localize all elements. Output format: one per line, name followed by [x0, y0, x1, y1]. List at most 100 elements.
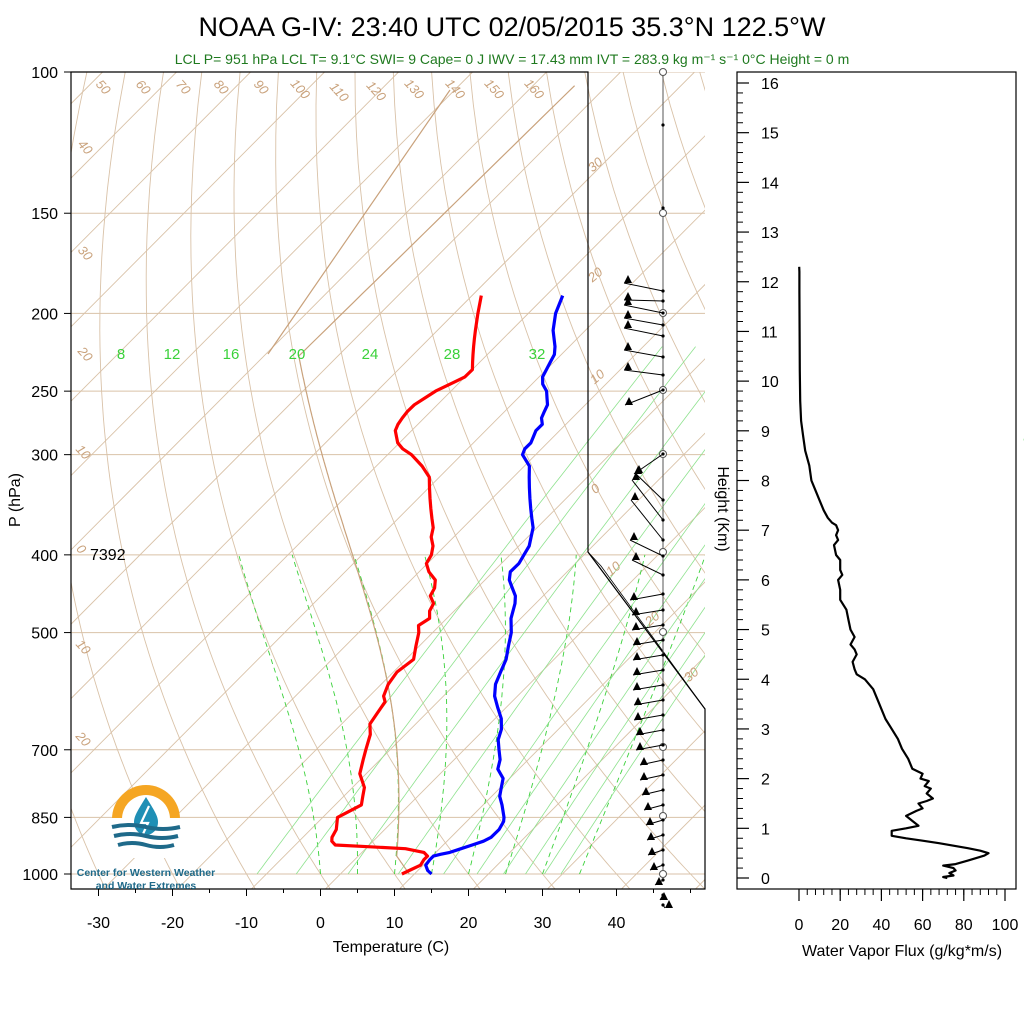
- flux-y-tick-label: 12: [761, 275, 779, 292]
- wind-barb-dot: [661, 728, 665, 732]
- mixing-ratio-line: [347, 391, 705, 875]
- wind-barb-flag: [632, 552, 640, 560]
- wind-barb-dot: [661, 299, 665, 303]
- isotherm-line: [694, 878, 705, 889]
- isotherm-label: 160: [522, 76, 548, 103]
- mixing-ratio-label: 28: [444, 346, 461, 363]
- wind-barb-dot: [661, 323, 665, 327]
- mixing-ratio-label: 32: [529, 346, 546, 363]
- wind-barb-dot: [661, 206, 665, 210]
- wind-barb-flag: [632, 622, 640, 630]
- flux-y-axis-label: Height (Km): [714, 466, 731, 551]
- isotherm-line: [71, 72, 547, 551]
- mixing-ratio-line: [476, 544, 705, 875]
- isotherm-label: 90: [251, 77, 272, 98]
- isotherm-line: [472, 655, 705, 889]
- flux-y-tick-label: 15: [761, 126, 779, 143]
- wind-barb: [634, 472, 664, 501]
- wind-barb-flag: [624, 297, 632, 305]
- right-isotherm-label: 10: [587, 366, 608, 387]
- mixing-ratio-line: [397, 449, 705, 875]
- dry-adiabat-line: [815, 72, 1024, 891]
- wind-barb: [623, 304, 664, 314]
- flux-x-tick-label: 100: [992, 917, 1019, 934]
- skew-t-axes: -30 -20 -10 0 10 20 30 401001502002503004005007…: [22, 65, 691, 932]
- isotherm-line: [71, 72, 695, 700]
- wind-barb-dot: [661, 592, 665, 596]
- moist-adiabat-line: [505, 554, 577, 875]
- wind-barb-dot: [661, 713, 665, 717]
- wind-barb-flag: [624, 292, 632, 300]
- mixing-ratio-label: 12: [164, 346, 181, 363]
- isotherm-line: [176, 358, 705, 889]
- isotherm-line: [102, 283, 705, 889]
- mixing-ratio-label: 16: [223, 346, 240, 363]
- isotherm-line: [71, 72, 251, 254]
- mixing-ratio-label: 20: [289, 346, 306, 363]
- wind-barb-dot: [661, 289, 665, 293]
- moist-adiabat-line: [579, 555, 705, 875]
- moist-adiabat-line: [291, 554, 358, 874]
- mixing-ratio-line: [503, 578, 705, 875]
- flux-y-tick-label: 11: [761, 324, 778, 341]
- wind-barb-dot: [661, 623, 665, 627]
- dry-adiabat-line: [99, 72, 256, 889]
- wind-barb-dot: [661, 608, 665, 612]
- flux-y-tick-label: 13: [761, 225, 779, 242]
- wind-barb-flag: [650, 862, 658, 870]
- x-tick-label: -10: [235, 915, 258, 932]
- wind-barb-dot: [661, 311, 665, 315]
- wind-barb: [629, 539, 664, 557]
- wind-barb: [623, 349, 664, 358]
- wind-barb-flag: [634, 697, 642, 705]
- wind-barb-dot: [661, 893, 665, 897]
- dry-adiabat-line: [392, 72, 705, 813]
- isotherm-line: [620, 804, 705, 889]
- mixing-ratio-line: [256, 346, 663, 875]
- wind-barb-flag: [625, 397, 633, 405]
- wind-barb-dot: [661, 373, 665, 377]
- wind-barb-flag: [633, 667, 641, 675]
- dry-adiabat-line: [145, 72, 331, 889]
- dry-adiabat-line: [776, 72, 1024, 891]
- flux-y-tick-label: 8: [761, 474, 770, 491]
- flux-x-tick-label: 60: [914, 917, 932, 934]
- isotherm-line: [71, 72, 621, 625]
- isotherm-label: 20: [74, 343, 96, 365]
- flux-x-tick-label: 40: [873, 917, 891, 934]
- x-tick-label: 20: [460, 915, 478, 932]
- y-tick-label: 400: [31, 548, 58, 565]
- dry-adiabat-line: [315, 72, 631, 889]
- wind-level-circle: [659, 628, 667, 636]
- skew-t-frame: [70, 71, 706, 890]
- wind-barb-flag: [633, 652, 641, 660]
- wind-barb-dot: [661, 518, 665, 522]
- isotherm-label: 10: [73, 637, 94, 658]
- y-tick-label: 200: [31, 306, 58, 323]
- wind-barb-flag: [640, 757, 648, 765]
- mixing-ratio-line: [443, 503, 705, 875]
- flux-y-tick-label: 0: [761, 871, 770, 888]
- wind-barb-flag: [624, 275, 632, 283]
- dewpoint-trace: [424, 295, 565, 876]
- skew-t-labels: 50 60 70 80 90 100 110 120 130 140 150 160403020100…: [72, 76, 1024, 750]
- wind-barb-flag: [665, 900, 673, 908]
- isotherm-label: 10: [73, 442, 94, 463]
- wind-barb-dot: [661, 833, 665, 837]
- wind-barb-flag: [624, 342, 632, 350]
- skew-t-border-inner: [587, 551, 706, 710]
- mixing-ratio-line: [560, 654, 705, 875]
- y-tick-label: 850: [31, 810, 58, 827]
- wind-level-circle: [659, 209, 667, 217]
- wind-barb-dot: [661, 498, 665, 502]
- isotherm-label: 70: [173, 77, 194, 98]
- dry-adiabat-line: [584, 72, 705, 403]
- wind-barb-dot: [661, 554, 665, 558]
- x-tick-label: 40: [608, 915, 626, 932]
- isotherm-line: [398, 581, 705, 889]
- flux-y-tick-label: 2: [761, 772, 770, 789]
- isotherm-line: [71, 72, 177, 179]
- skew-t-border: [70, 71, 706, 890]
